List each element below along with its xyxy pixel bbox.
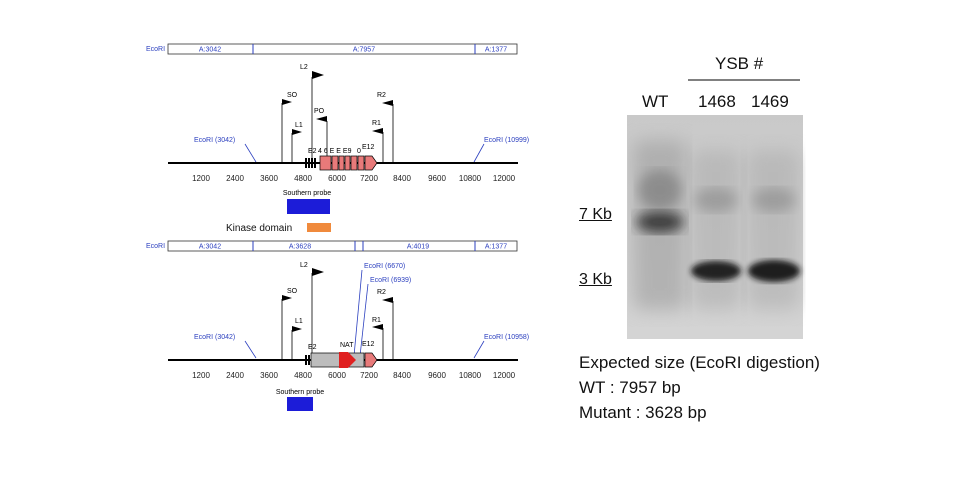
mut-fragment-bar	[167, 240, 518, 252]
mut-primer-so: SO	[287, 288, 298, 295]
wt-primer-l2: L2	[300, 64, 308, 71]
svg-text:4800: 4800	[294, 174, 312, 183]
wt-probe-label: Southern probe	[283, 190, 331, 197]
primer-flag-icon	[382, 100, 394, 163]
lane-1469-label: 1469	[751, 92, 789, 111]
svg-text:4800: 4800	[294, 371, 312, 380]
expected-mutant: Mutant : 3628 bp	[579, 403, 707, 422]
primer-flag-icon	[291, 326, 302, 359]
wt-site-right: EcoRI (10999)	[484, 137, 529, 144]
expected-title: Expected size (EcoRI digestion)	[579, 353, 820, 372]
wt-exon-mid: 4 6 E E E9	[318, 148, 352, 155]
marker-3kb: 3 Kb	[579, 271, 612, 288]
svg-text:3600: 3600	[260, 174, 278, 183]
wt-fragment-bar	[167, 43, 518, 55]
mut-site-4: EcoRI (10958)	[484, 334, 529, 341]
kinase-domain-bar	[307, 223, 331, 232]
svg-text:1200: 1200	[192, 371, 210, 380]
svg-text:2400: 2400	[226, 371, 244, 380]
primer-flag-icon	[281, 99, 292, 163]
wt-fragment-2: A:7957	[353, 47, 375, 54]
mutant-map: EcoRI A:3042 A:3628 A:4019 A:1377 L2 SO …	[146, 240, 529, 411]
primer-flag-icon	[281, 295, 292, 359]
wt-fragment-1: A:3042	[199, 47, 221, 54]
wt-exon-0: 0	[357, 148, 361, 155]
mut-fragment-3: A:4019	[407, 244, 429, 251]
wt-site-left: EcoRI (3042)	[194, 137, 235, 144]
mut-fragment-4: A:1377	[485, 244, 507, 251]
arrow-icon	[339, 352, 356, 368]
svg-text:7200: 7200	[360, 371, 378, 380]
wt-exons	[305, 155, 378, 171]
wt-exon-e2: E2	[308, 148, 317, 155]
wt-exon-e12: E12	[362, 144, 375, 151]
lane-wt-label: WT	[642, 92, 669, 111]
mut-exon-e12: E12	[362, 341, 375, 348]
svg-text:7200: 7200	[360, 174, 378, 183]
svg-text:1200: 1200	[192, 174, 210, 183]
primer-flag-icon	[372, 128, 384, 163]
svg-text:6000: 6000	[328, 371, 346, 380]
mut-site-3: EcoRI (6939)	[370, 277, 411, 284]
kinase-domain-label: Kinase domain	[226, 223, 292, 234]
mut-fragment-2: A:3628	[289, 244, 311, 251]
svg-text:6000: 6000	[328, 174, 346, 183]
svg-text:12000: 12000	[493, 174, 516, 183]
mut-primer-l1: L1	[295, 318, 303, 325]
wt-enzyme-label: EcoRI	[146, 46, 165, 53]
mut-primer-l2: L2	[300, 262, 308, 269]
marker-7kb: 7 Kb	[579, 206, 612, 223]
svg-text:8400: 8400	[393, 174, 411, 183]
mut-primer-r2: R2	[377, 289, 386, 296]
southern-blot-gel	[627, 115, 803, 339]
nat-cassette	[310, 352, 365, 368]
svg-text:12000: 12000	[493, 371, 516, 380]
svg-text:9600: 9600	[428, 174, 446, 183]
svg-text:2400: 2400	[226, 174, 244, 183]
primer-flag-icon	[372, 324, 384, 359]
expected-wt: WT : 7957 bp	[579, 378, 681, 397]
wt-primer-po: PO	[314, 108, 325, 115]
svg-text:10800: 10800	[459, 371, 482, 380]
lane-1468-label: 1468	[698, 92, 736, 111]
wt-primer-l1: L1	[295, 122, 303, 129]
mut-site-1: EcoRI (3042)	[194, 334, 235, 341]
wt-primer-so: SO	[287, 92, 298, 99]
primer-flag-icon	[311, 71, 324, 163]
wildtype-map: EcoRI A:3042 A:7957 A:1377 L2 SO PO L1	[146, 43, 529, 234]
mut-site-2: EcoRI (6670)	[364, 263, 405, 270]
mut-primer-r1: R1	[372, 317, 381, 324]
primer-flag-icon	[382, 297, 394, 359]
svg-text:3600: 3600	[260, 371, 278, 380]
mut-southern-probe	[287, 397, 313, 411]
wt-primer-r2: R2	[377, 92, 386, 99]
mut-cassette-label: NAT	[340, 342, 354, 349]
mut-enzyme-label: EcoRI	[146, 243, 165, 250]
mut-fragment-1: A:3042	[199, 244, 221, 251]
gel-group-label: YSB #	[715, 54, 764, 73]
wt-southern-probe	[287, 199, 330, 214]
primer-flag-icon	[291, 129, 302, 163]
svg-text:8400: 8400	[393, 371, 411, 380]
primer-flag-icon	[311, 268, 324, 359]
wt-axis-ticks: 1200 2400 3600 4800 6000 7200 8400 9600 …	[192, 174, 516, 183]
svg-text:10800: 10800	[459, 174, 482, 183]
svg-text:9600: 9600	[428, 371, 446, 380]
wt-primer-r1: R1	[372, 120, 381, 127]
mut-axis-ticks: 1200 2400 3600 4800 6000 7200 8400 9600 …	[192, 371, 516, 380]
mut-probe-label: Southern probe	[276, 389, 324, 396]
wt-fragment-3: A:1377	[485, 47, 507, 54]
mut-exon-e2: E2	[308, 344, 317, 351]
